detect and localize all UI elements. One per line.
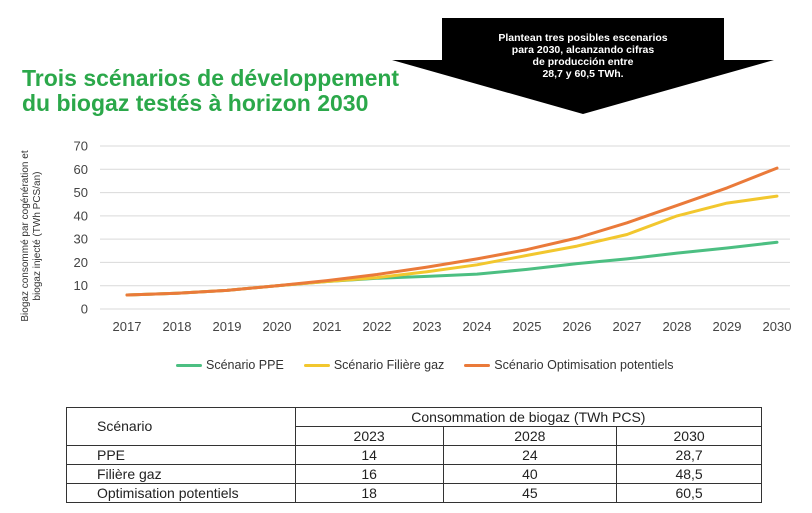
x-tick-label: 2028 [663, 319, 692, 334]
table-cell: 28,7 [616, 445, 762, 465]
table-years-row: 2023 2028 2030 [67, 426, 762, 446]
y-tick-label: 20 [74, 255, 88, 270]
x-tick-label: 2023 [413, 319, 442, 334]
table-row-label: Optimisation potentiels [66, 483, 296, 503]
table-cell: 48,5 [616, 464, 762, 484]
x-tick-label: 2024 [463, 319, 492, 334]
legend-label-optimisation: Scénario Optimisation potentiels [494, 358, 674, 372]
callout-arrow: Plantean tres posibles escenarios para 2… [392, 18, 774, 114]
x-tick-label: 2027 [613, 319, 642, 334]
table-cell: 24 [442, 445, 618, 465]
gridlines [100, 145, 790, 310]
x-tick-label: 2021 [313, 319, 342, 334]
table-cell: 45 [442, 483, 618, 503]
x-tick-label: 2017 [113, 319, 142, 334]
x-tick-label: 2029 [713, 319, 742, 334]
x-tick-label: 2025 [513, 319, 542, 334]
consumption-table: Scénario Consommation de biogaz (TWh PCS… [66, 407, 763, 503]
table-year: 2030 [616, 426, 762, 446]
y-tick-label: 0 [81, 302, 88, 317]
legend-swatch-optimisation [464, 363, 491, 367]
legend: Scénario PPE Scénario Filière gaz Scénar… [176, 358, 674, 372]
table-row-label: PPE [66, 445, 296, 465]
legend-label-ppe: Scénario PPE [206, 358, 284, 372]
series-line-1 [125, 194, 779, 297]
x-tick-label: 2020 [263, 319, 292, 334]
y-tick-label: 10 [74, 278, 88, 293]
x-tick-label: 2018 [163, 319, 192, 334]
y-tick-label: 60 [74, 162, 88, 177]
x-tick-label: 2030 [763, 319, 792, 334]
y-tick-label: 50 [74, 185, 88, 200]
table-row-label: Filière gaz [66, 464, 296, 484]
chart-title: Trois scénarios de développement du biog… [22, 65, 400, 116]
legend-swatch-ppe [176, 363, 202, 367]
y-tick-label: 30 [74, 232, 88, 247]
y-tick-label: 40 [74, 208, 88, 223]
table-cell: 60,5 [616, 483, 762, 503]
table-scenario-header: Scénario [66, 407, 296, 446]
table-row: PPE 14 24 28,7 [66, 445, 762, 465]
table-year: 2023 [294, 426, 444, 446]
y-tick-labels: 0 10 20 30 40 50 60 70 [74, 139, 88, 317]
legend-swatch-filiere [303, 363, 330, 367]
table-header-row: Scénario Consommation de biogaz (TWh PCS… [66, 407, 763, 446]
series-line-2 [125, 166, 779, 297]
table-row: Optimisation potentiels 18 45 60,5 [66, 483, 762, 503]
callout-shape [392, 18, 774, 114]
callout-text: Plantean tres posibles escenarios para 2… [498, 32, 668, 80]
table-cell: 18 [294, 483, 444, 503]
table-cell: 16 [294, 464, 444, 484]
table-year: 2028 [442, 426, 618, 446]
legend-label-filiere: Scénario Filière gaz [333, 358, 445, 372]
table-group-header: Consommation de biogaz (TWh PCS) [294, 407, 763, 427]
y-tick-label: 70 [74, 139, 88, 154]
table-cell: 14 [294, 445, 444, 465]
x-tick-label: 2022 [363, 319, 392, 334]
x-tick-label: 2019 [213, 319, 242, 334]
legend-item-ppe: Scénario PPE [176, 358, 284, 372]
legend-item-filiere: Scénario Filière gaz [303, 358, 445, 372]
x-tick-labels: 2017 2018 2019 2020 2021 2022 2023 2024 2025 2026… [113, 319, 792, 334]
legend-item-optimisation: Scénario Optimisation potentiels [464, 358, 674, 372]
table-cell: 40 [442, 464, 618, 484]
table-row: Filière gaz 16 40 48,5 [66, 464, 762, 484]
series-lines [125, 166, 779, 297]
x-tick-label: 2026 [563, 319, 592, 334]
